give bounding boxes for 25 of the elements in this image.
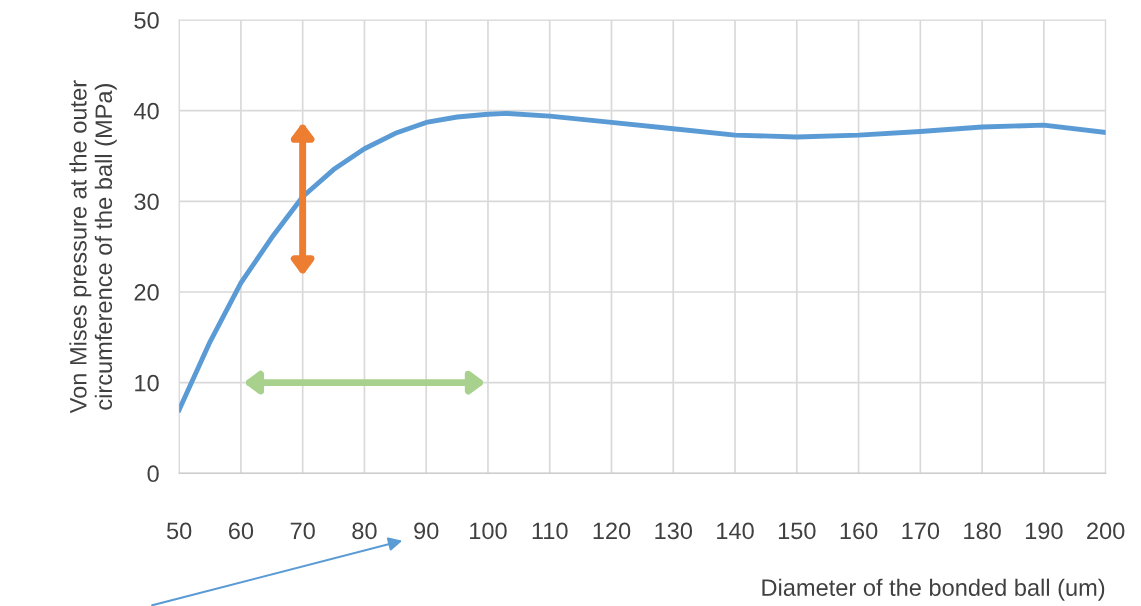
- x-tick-label: 130: [655, 522, 693, 540]
- x-axis-title: Diameter of the bonded ball (um): [762, 578, 1105, 601]
- x-tick-label: 100: [470, 522, 507, 540]
- x-tick-label: 60: [228, 522, 254, 540]
- x-tick-label: 50: [166, 522, 192, 540]
- line-series: [179, 110, 1106, 413]
- y-tick-label: 0: [147, 465, 159, 483]
- x-tick-label: 120: [593, 522, 631, 540]
- x-tick-label: 180: [964, 522, 1001, 540]
- x-tick-label: 80: [352, 522, 377, 540]
- y-tick-label: 50: [134, 12, 159, 29]
- y-tick-label: 30: [134, 193, 159, 211]
- y-tick-label: 10: [135, 374, 159, 392]
- y-axis-title: Von Mises pressure at the outer circumference of the ball (MPa): [69, 80, 117, 414]
- x-tick-label: 110: [532, 522, 568, 540]
- x-tick-label: 140: [717, 522, 754, 540]
- y-tick-label: 40: [133, 102, 159, 120]
- x-tick-label: 190: [1025, 522, 1063, 540]
- x-tick-label: 90: [414, 522, 439, 540]
- x-tick-label: 160: [840, 522, 878, 540]
- x-tick-label: 200: [1087, 522, 1125, 540]
- x-tick-label: 150: [778, 522, 816, 540]
- y-tick-label: 20: [134, 284, 159, 301]
- x-tick-label: 170: [902, 522, 940, 540]
- x-tick-label: 70: [290, 522, 315, 540]
